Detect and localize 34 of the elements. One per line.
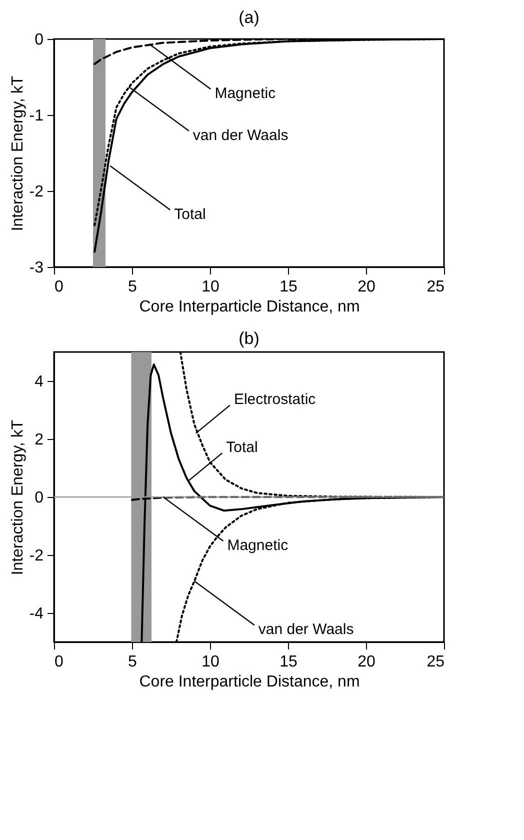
y-tick-label: 0 <box>34 32 44 48</box>
x-tick-label: 20 <box>358 654 376 670</box>
annotation: Magnetic <box>214 85 276 102</box>
y-tick-label: -2 <box>29 184 44 200</box>
x-tick-label: 0 <box>54 278 64 296</box>
annotation: Total <box>226 439 258 456</box>
annotation: Magnetic <box>227 537 289 554</box>
x-tick-label: 25 <box>426 278 445 296</box>
y-tick-label: -2 <box>29 548 44 564</box>
x-tick-label: 5 <box>128 278 138 296</box>
y-tick-label: -4 <box>29 606 44 622</box>
x-tick-label: 5 <box>128 654 138 670</box>
x-tick-label: 20 <box>358 278 376 296</box>
chart-title: (b) <box>238 329 260 348</box>
x-tick-label: 15 <box>280 654 298 670</box>
y-axis-title: Interaction Energy, kT <box>9 76 26 232</box>
x-tick-label: 25 <box>426 654 445 670</box>
annotation: Total <box>174 206 206 223</box>
x-axis-title: Core Interparticle Distance, nm <box>139 298 360 316</box>
x-tick-label: 0 <box>54 654 64 670</box>
annotation: van der Waals <box>258 621 354 638</box>
y-tick-label: 2 <box>34 432 44 448</box>
chart-title: (a) <box>238 8 260 27</box>
x-tick-label: 10 <box>202 278 220 296</box>
annotation: Electrostatic <box>234 391 316 408</box>
y-axis-title: Interaction Energy, kT <box>9 420 26 576</box>
x-tick-label: 15 <box>280 278 298 296</box>
y-tick-label: 0 <box>34 490 44 506</box>
annotation: van der Waals <box>192 126 288 144</box>
y-tick-label: -1 <box>29 108 44 124</box>
x-axis-title: Core Interparticle Distance, nm <box>139 674 360 690</box>
y-tick-label: 4 <box>34 374 44 390</box>
x-tick-label: 10 <box>202 654 220 670</box>
y-tick-label: -3 <box>29 260 44 276</box>
